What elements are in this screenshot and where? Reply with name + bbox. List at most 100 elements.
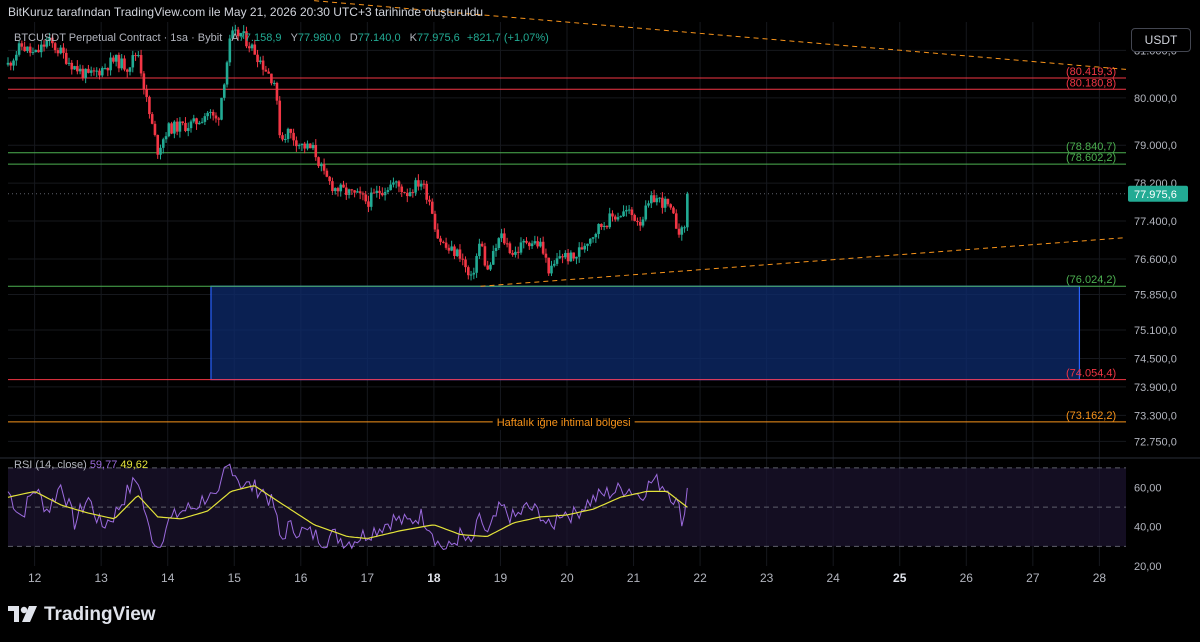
brand-name: TradingView [44,604,156,625]
candle-body [109,57,112,71]
pin-zone [210,285,1081,381]
candle-body [381,193,384,196]
price-tick-label: 77.400,0 [1134,216,1177,228]
candle-body [92,70,96,72]
level-label: (73.162,2) [1066,410,1116,422]
tradingview-brand: TradingView [8,604,156,626]
candle-body [525,240,528,243]
candle-body [270,73,273,84]
rsi-value: 59,77 [90,459,121,471]
candle-body [397,181,401,187]
candle-body [547,257,550,274]
candle-body [669,204,673,208]
candle-body [625,210,628,212]
candle-body [425,183,428,200]
candle-body [214,115,218,119]
candle-body [575,256,578,259]
time-axis[interactable]: 12 13 14 15 16 17 18 19 20 21 22 23 24 25 26 27 28 [28,571,1106,585]
open-label: A [231,32,239,44]
candle-body [383,191,387,196]
candle-body [142,73,146,90]
candle-body [200,121,204,123]
rsi-title: RSI (14, close) [14,459,90,471]
candle-body [564,252,567,258]
candle-body [95,70,99,72]
candle-body [505,243,509,245]
candle-body [475,256,478,273]
candle-body [256,54,259,63]
candle-body [26,46,29,52]
candle-body [622,211,625,217]
candle-body [539,241,542,247]
candle-body [300,143,304,146]
candle-body [203,116,207,122]
candle-body [638,222,642,226]
candle-body [511,253,514,255]
candle-body [389,184,392,191]
candle-body [411,192,415,194]
trendline [314,0,1127,70]
symbol-title[interactable]: BTCUSDT Perpetual Contract · 1sa · Bybit [14,32,223,44]
candle-body [583,245,587,250]
candle-body [175,121,179,132]
candle-body [128,67,132,72]
candle-body [170,123,173,134]
candle-body [6,62,10,65]
candle-body [278,100,282,136]
candle-body [325,170,329,177]
candle-body [358,191,362,194]
last-price-tag [1128,185,1188,202]
candle-body [489,264,492,270]
candle-body [392,182,395,185]
candle-body [586,243,589,246]
candle-body [541,241,545,254]
candle-body [686,193,689,228]
candle-body [375,190,379,194]
candle-body [20,43,24,47]
candle-body [64,52,68,64]
candle-body [234,29,237,31]
price-tick-label: 79.000,0 [1134,140,1177,152]
candle-body [630,209,634,216]
last-price-label: 77.975,6 [1134,189,1177,201]
candle-body [450,246,453,251]
candle-body [655,198,659,203]
candle-body [78,68,82,72]
candle-body [167,123,171,137]
candle-body [317,157,320,167]
candle-body [81,68,85,78]
time-tick-label: 12 [28,571,42,585]
candle-body [649,195,653,204]
candle-body [286,128,290,139]
candle-body [192,118,196,122]
candle-body [444,242,448,248]
level-label: (80.180,8) [1066,77,1116,89]
candle-body [455,249,459,256]
candle-body [239,33,243,37]
candle-body [414,180,417,193]
candle-body [408,192,412,197]
candle-body [386,190,390,192]
candle-body [466,267,470,276]
candle-body [677,228,681,235]
candle-body [433,213,437,230]
candle-body [608,213,612,228]
time-tick-label: 18 [427,571,441,585]
candle-body [533,241,537,244]
candle-body [225,62,229,85]
candle-body [306,143,309,149]
candle-body [189,121,193,129]
candle-body [9,62,13,66]
zone-caption-bg [492,415,635,430]
currency-button[interactable]: USDT [1131,28,1191,52]
price-axis[interactable]: 81.000,080.000,079.000,078.200,077.400,0… [1128,45,1188,448]
time-tick-label: 13 [94,571,108,585]
candle-body [430,201,434,214]
candle-body [311,144,315,149]
candle-body [458,249,462,259]
candle-body [447,247,451,251]
candle-body [114,54,118,62]
time-tick-label: 24 [827,571,841,585]
pin-zone-rect [210,285,1081,381]
